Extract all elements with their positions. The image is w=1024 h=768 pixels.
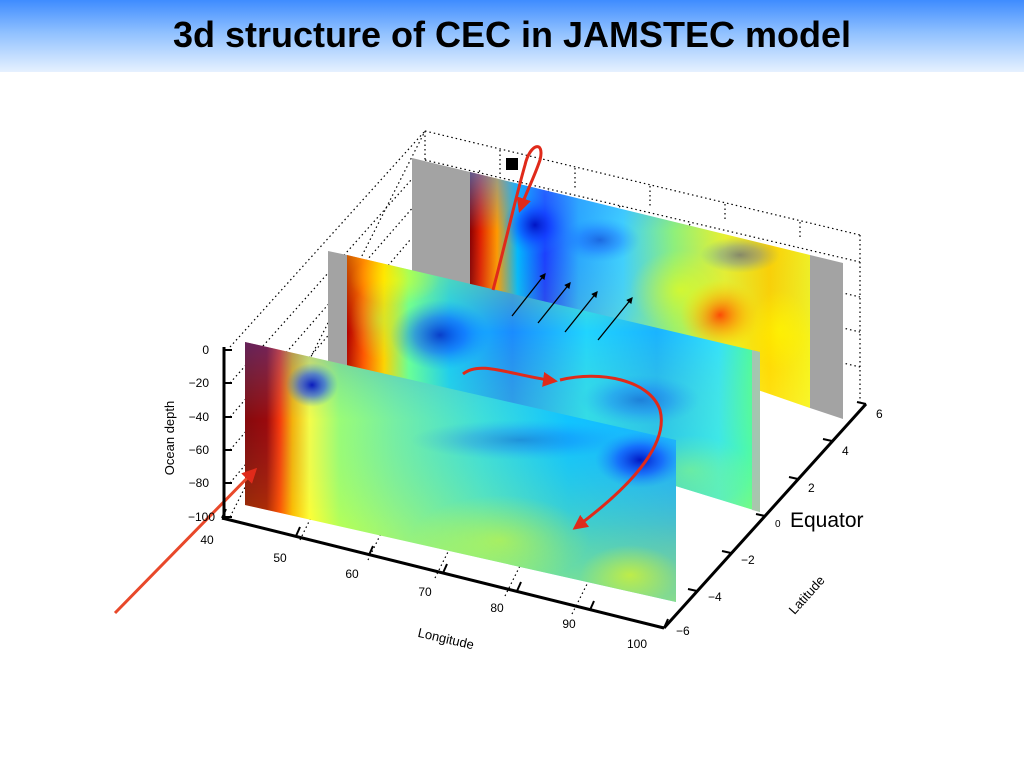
- y-axis-label: Latitude: [786, 573, 828, 617]
- z-tick-label: −80: [189, 476, 210, 490]
- z-tick-label: −40: [189, 410, 210, 424]
- flow-arrow-black-4: [597, 296, 633, 341]
- y-tick-label: 4: [842, 444, 849, 458]
- z-ticks: 0 −20 −40 −60 −80 −100: [188, 343, 232, 524]
- flow-arrows: [113, 145, 663, 615]
- x-tick-label: 100: [627, 637, 647, 651]
- red-arrow-loop: [559, 374, 663, 530]
- equator-label: Equator: [790, 509, 864, 532]
- x-tick-label: 50: [273, 551, 287, 565]
- z-tick-label: −20: [189, 376, 210, 390]
- x-ticks: [221, 508, 669, 629]
- slide-title: 3d structure of CEC in JAMSTEC model: [172, 14, 852, 55]
- z-tick-label: −100: [188, 510, 215, 524]
- x-tick-label: 70: [418, 585, 432, 599]
- y-tick-label: 2: [808, 481, 815, 495]
- slice-front: [245, 342, 676, 602]
- slice-back-landmask-east: [810, 255, 843, 419]
- flow-arrow-black-2: [537, 281, 571, 324]
- flow-arrow-black-1: [511, 272, 546, 317]
- y-tick-label: −6: [676, 624, 690, 638]
- flow-arrow-black-3: [564, 290, 598, 333]
- x-tick-label: 90: [562, 617, 576, 631]
- z-tick-label: −60: [189, 443, 210, 457]
- x-axis-label: Longitude: [416, 625, 475, 652]
- x-tick-label: 80: [490, 601, 504, 615]
- slice-back-landmask: [412, 158, 470, 290]
- y-tick-label: −2: [741, 553, 755, 567]
- y-ticks: [654, 401, 867, 629]
- y-tick-label: 0: [775, 519, 781, 530]
- z-tick-label: 0: [202, 343, 209, 357]
- title-bar: [0, 0, 1024, 72]
- slice-mid-landmask: [328, 251, 347, 385]
- z-axis-label: Ocean depth: [162, 401, 177, 475]
- red-arrow-eastward: [462, 366, 558, 387]
- x-tick-labels: 40 50 60 70 80 90 100: [200, 533, 647, 651]
- red-arrow-upwelling: [491, 145, 543, 291]
- x-tick-label: 40: [200, 533, 214, 547]
- y-tick-labels: −6 −4 −2 0 2 4 6: [676, 407, 883, 638]
- y-tick-label: −4: [708, 590, 722, 604]
- marker-square: [506, 158, 518, 170]
- y-tick-label: 6: [876, 407, 883, 421]
- x-tick-label: 60: [345, 567, 359, 581]
- red-arrow-pointer: [113, 467, 258, 615]
